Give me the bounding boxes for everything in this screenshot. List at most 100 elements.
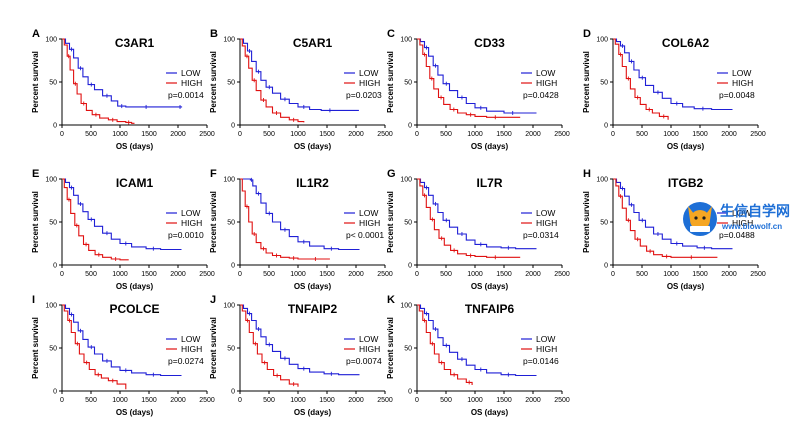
y-tick-label: 50 — [227, 80, 235, 87]
x-tick-label: 1500 — [496, 271, 512, 278]
panel-letter: E — [32, 168, 39, 180]
x-tick-label: 0 — [611, 271, 615, 278]
p-value: p=0.0048 — [719, 90, 755, 100]
x-axis-label: OS (days) — [667, 142, 705, 151]
survival-curve-high — [62, 38, 135, 124]
x-tick-label: 0 — [60, 131, 64, 138]
x-tick-label: 1000 — [663, 131, 679, 138]
legend-label-low: LOW — [732, 68, 751, 78]
panel-k: K TNFAIP6 0 500 1000 1500 2000 2500 0 50 100 OS (da… — [386, 294, 570, 417]
survival-curve-high — [240, 178, 330, 260]
y-axis-label: Percent survival — [386, 191, 395, 253]
x-tick-label: 2000 — [170, 131, 186, 138]
legend-label-low: LOW — [359, 68, 378, 78]
x-tick-label: 500 — [440, 131, 452, 138]
survival-curve-high — [417, 304, 473, 385]
survival-curve-low — [62, 38, 183, 108]
x-tick-label: 0 — [238, 271, 242, 278]
y-tick-label: 0 — [604, 263, 608, 270]
y-tick-label: 100 — [223, 303, 235, 310]
gene-title: TNFAIP2 — [288, 302, 338, 316]
panel-letter: G — [387, 168, 396, 180]
gene-title: ITGB2 — [668, 176, 704, 190]
y-axis-label: Percent survival — [209, 51, 218, 113]
x-tick-label: 1500 — [692, 271, 708, 278]
legend-label-high: HIGH — [732, 78, 753, 88]
y-tick-label: 50 — [49, 220, 57, 227]
survival-curve-low — [240, 178, 360, 251]
y-tick-label: 0 — [53, 263, 57, 270]
x-tick-label: 2500 — [199, 397, 215, 404]
x-tick-label: 2500 — [377, 397, 393, 404]
x-tick-label: 2500 — [377, 271, 393, 278]
panel-g: G IL7R 0 500 1000 1500 2000 2500 0 50 100 OS (days)… — [386, 168, 570, 291]
legend-label-low: LOW — [536, 334, 555, 344]
y-axis-label: Percent survival — [31, 51, 40, 113]
legend-label-high: HIGH — [536, 344, 557, 354]
x-tick-label: 2000 — [348, 397, 364, 404]
y-tick-label: 0 — [408, 123, 412, 130]
x-axis-label: OS (days) — [294, 408, 332, 417]
legend-label-high: HIGH — [181, 78, 202, 88]
panel-j: J TNFAIP2 0 500 1000 1500 2000 2500 0 50 100 OS (da… — [209, 294, 393, 417]
x-tick-label: 1500 — [496, 131, 512, 138]
x-axis-label: OS (days) — [116, 408, 154, 417]
watermark-title: 生信自学网 — [720, 203, 790, 220]
legend-label-low: LOW — [536, 208, 555, 218]
x-tick-label: 500 — [263, 397, 275, 404]
legend-label-high: HIGH — [732, 218, 753, 228]
y-axis-label: Percent survival — [386, 51, 395, 113]
x-axis-label: OS (days) — [116, 282, 154, 291]
p-value: p=0.0274 — [168, 356, 204, 366]
wolf-logo-icon — [683, 202, 717, 236]
panel-letter: K — [387, 294, 395, 306]
y-tick-label: 0 — [231, 123, 235, 130]
x-tick-label: 1000 — [467, 131, 483, 138]
gene-title: IL7R — [476, 176, 502, 190]
legend-label-high: HIGH — [536, 218, 557, 228]
x-tick-label: 500 — [85, 271, 97, 278]
gene-title: C3AR1 — [115, 36, 155, 50]
p-value: p=0.0146 — [523, 356, 559, 366]
x-tick-label: 500 — [263, 271, 275, 278]
panel-letter: C — [387, 28, 395, 40]
x-tick-label: 2500 — [377, 131, 393, 138]
panel-letter: F — [210, 168, 217, 180]
legend-label-high: HIGH — [359, 344, 380, 354]
y-tick-label: 100 — [400, 177, 412, 184]
y-tick-label: 100 — [45, 37, 57, 44]
x-axis-label: OS (days) — [294, 142, 332, 151]
x-tick-label: 2500 — [554, 397, 570, 404]
y-tick-label: 0 — [408, 389, 412, 396]
x-tick-label: 2000 — [525, 397, 541, 404]
survival-curve-high — [62, 304, 127, 390]
x-tick-label: 500 — [85, 397, 97, 404]
y-tick-label: 50 — [600, 80, 608, 87]
x-tick-label: 500 — [85, 131, 97, 138]
x-tick-label: 500 — [263, 131, 275, 138]
x-tick-label: 2500 — [554, 131, 570, 138]
legend-label-high: HIGH — [359, 218, 380, 228]
x-tick-label: 1500 — [319, 271, 335, 278]
p-value: p=0.0314 — [523, 230, 559, 240]
gene-title: PCOLCE — [109, 302, 159, 316]
panel-letter: J — [210, 294, 216, 306]
x-tick-label: 2000 — [170, 397, 186, 404]
x-tick-label: 500 — [636, 271, 648, 278]
x-tick-label: 2500 — [199, 131, 215, 138]
panel-letter: I — [32, 294, 35, 306]
x-tick-label: 2500 — [750, 131, 766, 138]
gene-title: CD33 — [474, 36, 505, 50]
legend-label-low: LOW — [181, 334, 200, 344]
y-axis-label: Percent survival — [582, 51, 591, 113]
watermark-url: www.biowolf.cn — [721, 222, 782, 231]
x-tick-label: 1000 — [290, 271, 306, 278]
y-tick-label: 0 — [53, 389, 57, 396]
x-axis-label: OS (days) — [471, 142, 509, 151]
gene-title: ICAM1 — [116, 176, 154, 190]
y-tick-label: 50 — [404, 346, 412, 353]
gene-title: IL1R2 — [296, 176, 329, 190]
x-tick-label: 2500 — [554, 271, 570, 278]
y-tick-label: 100 — [400, 303, 412, 310]
